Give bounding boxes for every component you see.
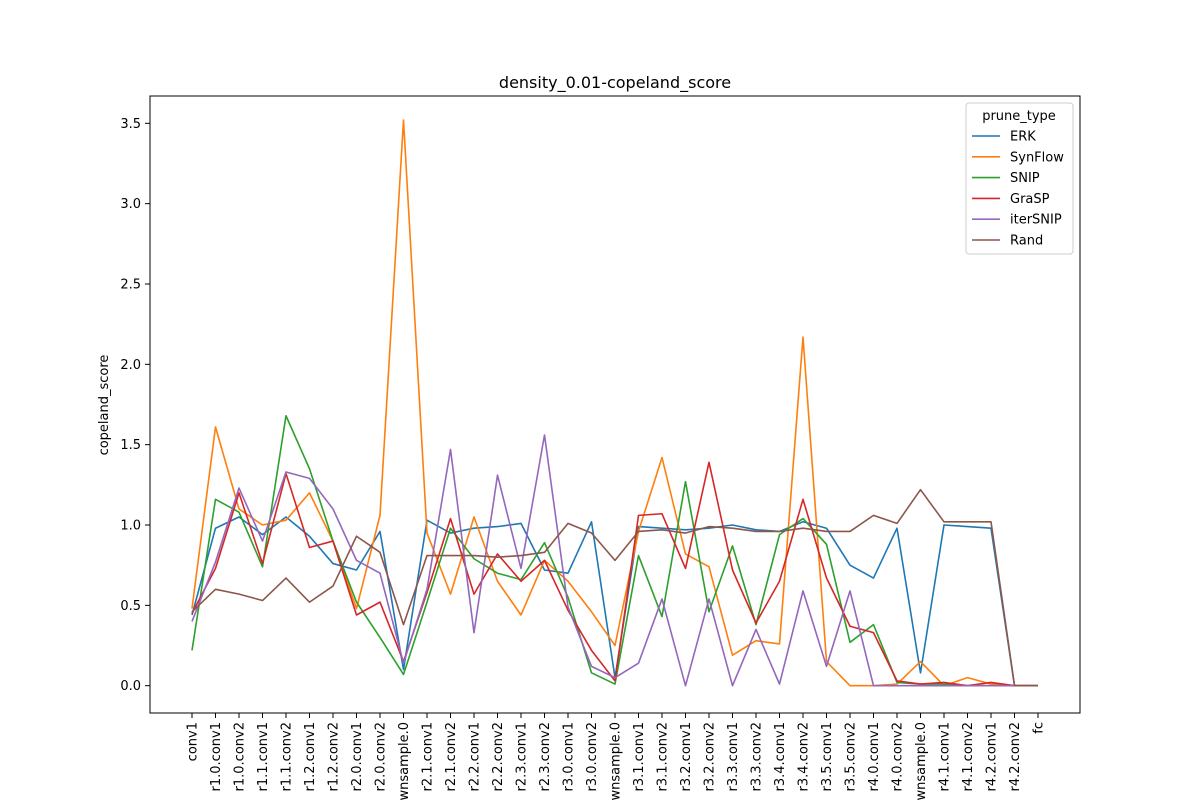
y-tick-label: 0.5: [120, 599, 141, 614]
x-tick-label: r3.3.conv1: [726, 722, 741, 791]
x-tick-label: r3.3.conv2: [750, 722, 765, 791]
x-tick-label: r3.0.conv2: [585, 722, 600, 791]
x-tick-label: r4.0.conv2: [891, 722, 906, 791]
x-tick-label: r1.2.conv2: [327, 722, 342, 791]
x-tick-label: wnsample.0: [397, 722, 412, 800]
x-tick-label: r4.2.conv2: [1008, 722, 1023, 791]
x-tick-label: wnsample.0: [609, 722, 624, 800]
x-tick-label: r1.2.conv1: [303, 722, 318, 791]
legend: prune_type ERK SynFlow SNIP GraSP iterSNIP Ra…: [965, 102, 1074, 255]
y-tick-label: 0.0: [120, 679, 141, 694]
x-tick-label: r4.0.conv1: [867, 722, 882, 791]
y-axis: 0.0 0.5 1.0 1.5 2.0 2.5 3.0 3.5: [120, 117, 150, 694]
x-tick-label: r1.0.conv1: [209, 722, 224, 791]
legend-label-snip: SNIP: [1010, 171, 1040, 186]
x-tick-label: r2.0.conv1: [350, 722, 365, 791]
x-tick-label: r2.2.conv1: [468, 722, 483, 791]
x-tick-label: r4.1.conv1: [938, 722, 953, 791]
x-tick-label: r3.2.conv2: [703, 722, 718, 791]
legend-label-itersnip: iterSNIP: [1010, 213, 1062, 228]
y-tick-label: 2.5: [120, 277, 141, 292]
x-tick-label: r4.1.conv2: [961, 722, 976, 791]
legend-label-grasp: GraSP: [1010, 192, 1050, 207]
y-tick-label: 1.5: [120, 438, 141, 453]
legend-label-erk: ERK: [1010, 130, 1036, 145]
x-tick-label: r2.0.conv2: [374, 722, 389, 791]
x-tick-label: wnsample.0: [914, 722, 929, 800]
x-tick-label: r3.5.conv1: [820, 722, 835, 791]
y-tick-label: 1.0: [120, 519, 141, 534]
series-line-rand: [191, 488, 1038, 687]
y-axis-label: copeland_score: [97, 355, 112, 456]
x-tick-label: r3.0.conv1: [562, 722, 577, 791]
x-tick-label: r2.3.conv2: [538, 722, 553, 791]
legend-box: [965, 102, 1074, 255]
x-tick-label: r1.1.conv2: [280, 722, 295, 791]
chart-title: density_0.01-copeland_score: [499, 73, 731, 93]
x-tick-label: r3.1.conv1: [632, 722, 647, 791]
legend-label-synflow: SynFlow: [1010, 150, 1064, 165]
x-tick-label: r3.5.conv2: [844, 722, 859, 791]
x-tick-label: conv1: [186, 722, 201, 761]
x-tick-label: r2.1.conv1: [421, 722, 436, 791]
legend-label-rand: Rand: [1010, 234, 1043, 249]
x-tick-label: r3.4.conv2: [797, 722, 812, 791]
x-axis: conv1 r1.0.conv1 r1.0.conv2 r1.1.conv1 r1.1.…: [186, 713, 1047, 800]
x-tick-label: r4.2.conv1: [985, 722, 1000, 791]
x-tick-label: r1.0.conv2: [233, 722, 248, 791]
x-tick-label: fc: [1032, 722, 1047, 734]
series-line-itersnip: [191, 434, 1038, 687]
y-tick-label: 3.5: [120, 117, 141, 132]
y-tick-label: 3.0: [120, 197, 141, 212]
series-lines: [191, 119, 1038, 687]
x-tick-label: r2.1.conv2: [444, 722, 459, 791]
x-tick-label: r3.1.conv2: [656, 722, 671, 791]
y-tick-label: 2.0: [120, 358, 141, 373]
series-line-grasp: [191, 461, 1038, 687]
x-tick-label: r3.2.conv1: [679, 722, 694, 791]
x-tick-label: r2.2.conv2: [491, 722, 506, 791]
x-tick-label: r2.3.conv1: [515, 722, 530, 791]
legend-title: prune_type: [982, 109, 1056, 124]
x-tick-label: r1.1.conv1: [256, 722, 271, 791]
x-tick-label: r3.4.conv1: [773, 722, 788, 791]
